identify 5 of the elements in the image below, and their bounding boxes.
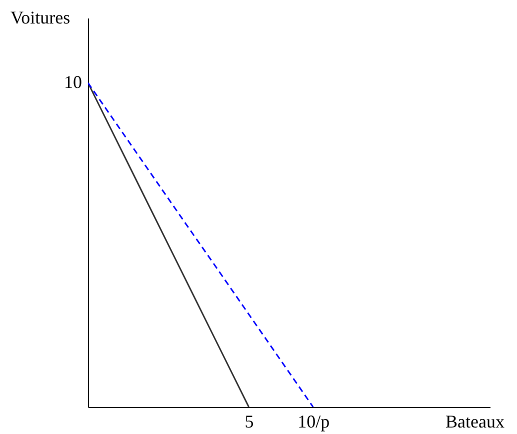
x-tick-label: 5 (244, 412, 254, 432)
x-axis-title: Bateaux (446, 412, 504, 432)
text: 10 (64, 72, 82, 92)
y-axis-title: Voitures (10, 8, 70, 28)
x-tick-label: 10/p (298, 412, 330, 432)
